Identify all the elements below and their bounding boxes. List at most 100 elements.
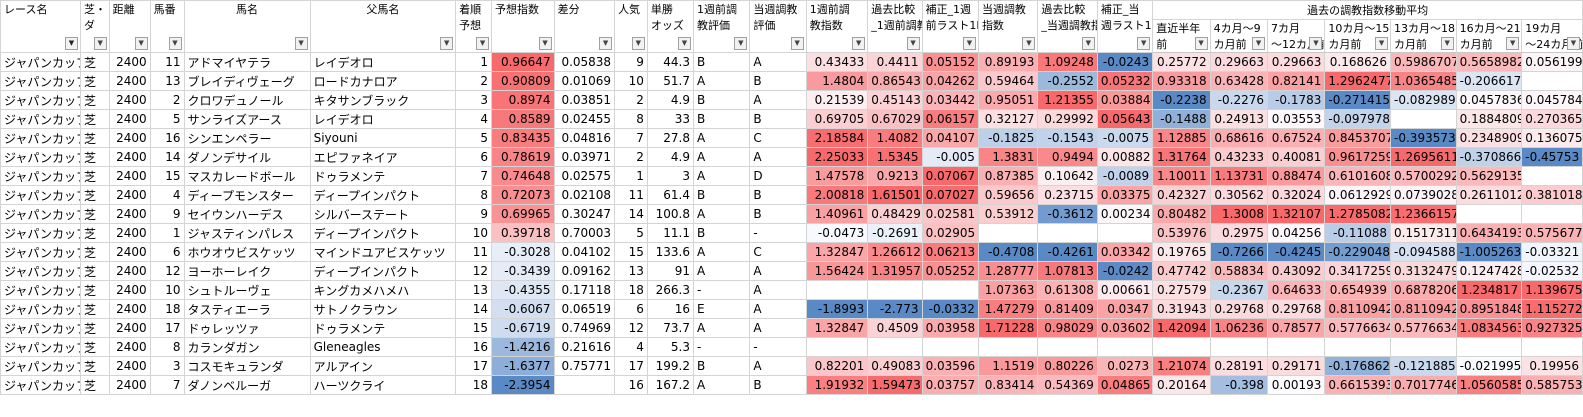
cell-odds[interactable]: 5.3: [646, 337, 694, 357]
cell-ma-7-12[interactable]: 0.78577: [1267, 318, 1326, 338]
cell-ma-7-12[interactable]: -0.4245: [1267, 242, 1326, 262]
cell-pop[interactable]: 12: [614, 318, 648, 338]
cell-distance[interactable]: 2400: [108, 242, 151, 262]
cell-pop[interactable]: 4: [614, 337, 648, 357]
cell-corr-prev[interactable]: -0.005: [921, 147, 979, 167]
cell-ma-19-24[interactable]: 0.19956: [1521, 356, 1583, 376]
cell-index[interactable]: -0.6719: [491, 318, 555, 338]
cell-ma-19-24[interactable]: 0.056199: [1521, 52, 1583, 72]
cell-ma-half[interactable]: 0.20164: [1152, 375, 1211, 395]
cell-corr-prev[interactable]: 0.03958: [921, 318, 979, 338]
cell-pop[interactable]: 11: [614, 185, 648, 205]
cell-prev-eval[interactable]: B: [692, 90, 751, 110]
cell-cmp-prev[interactable]: 0.45143: [867, 90, 923, 110]
cell-odds[interactable]: 100.8: [646, 204, 694, 224]
cell-index[interactable]: -0.4355: [491, 280, 555, 300]
cell-cur-idx[interactable]: -0.1825: [977, 128, 1039, 148]
cell-cmp-prev[interactable]: 0.49083: [867, 356, 923, 376]
dropdown-arrow-icon[interactable]: ▼: [906, 37, 920, 50]
cell-race[interactable]: ジャパンカップ: [0, 299, 81, 319]
cell-race[interactable]: ジャパンカップ: [0, 109, 81, 129]
cell-odds[interactable]: 133.6: [646, 242, 694, 262]
cell-surface[interactable]: 芝: [79, 90, 110, 110]
cell-cmp-prev[interactable]: -2.773: [867, 299, 923, 319]
cell-odds[interactable]: 51.7: [646, 71, 694, 91]
cell-diff[interactable]: 0.02575: [553, 166, 616, 186]
cell-race[interactable]: ジャパンカップ: [0, 204, 81, 224]
cell-ma-13-18[interactable]: 0.8110942: [1390, 299, 1457, 319]
cell-index[interactable]: -0.6067: [491, 299, 555, 319]
cell-surface[interactable]: 芝: [79, 204, 110, 224]
cell-cmp-cur[interactable]: 0.10642: [1037, 166, 1098, 186]
cell-sire[interactable]: エピファネイア: [309, 147, 457, 167]
cell-horse-no[interactable]: 8: [149, 337, 185, 357]
cell-cur-eval[interactable]: B: [749, 185, 807, 205]
cell-rank[interactable]: 6: [455, 147, 493, 167]
dropdown-arrow-icon[interactable]: ▼: [734, 37, 748, 50]
cell-cmp-cur[interactable]: -0.3612: [1037, 204, 1098, 224]
cell-race[interactable]: ジャパンカップ: [0, 52, 81, 72]
cell-cur-idx[interactable]: 1.3831: [977, 147, 1039, 167]
cell-rank[interactable]: 8: [455, 185, 493, 205]
cell-ma-13-18[interactable]: [1390, 109, 1457, 129]
cell-prev-idx[interactable]: 2.18584: [805, 128, 869, 148]
cell-race[interactable]: ジャパンカップ: [0, 356, 81, 376]
cell-cmp-cur[interactable]: 0.23715: [1037, 185, 1098, 205]
cell-surface[interactable]: 芝: [79, 261, 110, 281]
cell-cmp-prev[interactable]: 0.48429: [867, 204, 923, 224]
cell-ma-half[interactable]: [1152, 337, 1211, 357]
cell-horse-no[interactable]: 1: [149, 223, 185, 243]
cell-horse-no[interactable]: 10: [149, 280, 185, 300]
cell-rank[interactable]: 2: [455, 71, 493, 91]
cell-horse-no[interactable]: 6: [149, 242, 185, 262]
cell-cmp-prev[interactable]: 0.4411: [867, 52, 923, 72]
cell-ma-19-24[interactable]: [1521, 166, 1583, 186]
cell-ma-7-12[interactable]: 0.29663: [1267, 52, 1326, 72]
cell-rank[interactable]: 14: [455, 299, 493, 319]
cell-ma-10-15[interactable]: -0.11088: [1324, 223, 1392, 243]
cell-sire[interactable]: ドゥラメンテ: [309, 166, 457, 186]
cell-ma-19-24[interactable]: 1.115272: [1521, 299, 1583, 319]
cell-rank[interactable]: 5: [455, 128, 493, 148]
cell-horse[interactable]: ダノンベルーガ: [183, 375, 311, 395]
cell-prev-idx[interactable]: [805, 337, 869, 357]
cell-pop[interactable]: 1: [614, 166, 648, 186]
dropdown-arrow-icon[interactable]: ▼: [1506, 37, 1520, 50]
cell-diff[interactable]: 0.75771: [553, 356, 616, 376]
dropdown-arrow-icon[interactable]: ▼: [1440, 37, 1454, 50]
cell-cur-eval[interactable]: A: [749, 261, 807, 281]
cell-corr-cur[interactable]: 0.05232: [1096, 71, 1154, 91]
cell-odds[interactable]: 4.9: [646, 147, 694, 167]
cell-cmp-cur[interactable]: -0.2552: [1037, 71, 1098, 91]
cell-ma-13-18[interactable]: 1.2695611: [1390, 147, 1457, 167]
cell-odds[interactable]: 61.4: [646, 185, 694, 205]
cell-ma-half[interactable]: -0.1488: [1152, 109, 1211, 129]
cell-rank[interactable]: 16: [455, 337, 493, 357]
cell-ma-19-24[interactable]: -0.02532: [1521, 261, 1583, 281]
cell-sire[interactable]: ディープインパクト: [309, 261, 457, 281]
dropdown-arrow-icon[interactable]: ▼: [1022, 37, 1036, 50]
cell-cur-idx[interactable]: 1.07363: [977, 280, 1039, 300]
cell-corr-prev[interactable]: 0.03442: [921, 90, 979, 110]
cell-corr-cur[interactable]: 0.03602: [1096, 318, 1154, 338]
dropdown-arrow-icon[interactable]: ▼: [476, 37, 490, 50]
cell-ma-half[interactable]: -0.2238: [1152, 90, 1211, 110]
cell-cur-idx[interactable]: 1.1519: [977, 356, 1039, 376]
cell-horse-no[interactable]: 11: [149, 52, 185, 72]
cell-ma-10-15[interactable]: 0.9617259: [1324, 147, 1392, 167]
cell-ma-13-18[interactable]: 0.3132479: [1390, 261, 1457, 281]
cell-horse-no[interactable]: 5: [149, 109, 185, 129]
dropdown-arrow-icon[interactable]: ▼: [1375, 37, 1389, 50]
cell-corr-cur[interactable]: -0.0242: [1096, 261, 1154, 281]
cell-distance[interactable]: 2400: [108, 52, 151, 72]
cell-corr-prev[interactable]: 0.02905: [921, 223, 979, 243]
cell-index[interactable]: 0.8589: [491, 109, 555, 129]
cell-ma-10-15[interactable]: [1324, 337, 1392, 357]
cell-surface[interactable]: 芝: [79, 375, 110, 395]
cell-horse[interactable]: シンエンペラー: [183, 128, 311, 148]
cell-race[interactable]: ジャパンカップ: [0, 71, 81, 91]
cell-ma-13-18[interactable]: 0.6878206: [1390, 280, 1457, 300]
cell-cmp-prev[interactable]: [867, 280, 923, 300]
cell-diff[interactable]: 0.09162: [553, 261, 616, 281]
cell-surface[interactable]: 芝: [79, 337, 110, 357]
